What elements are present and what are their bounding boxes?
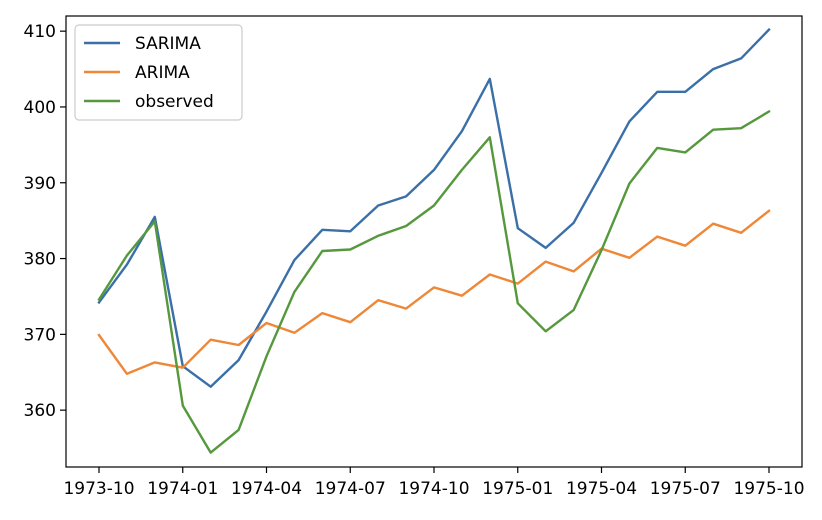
legend-label-observed: observed [135, 92, 214, 112]
legend-label-sarima: SARIMA [135, 34, 201, 54]
series-layer [97, 27, 771, 454]
y-axis: 360 370 380 390 400 410 [24, 22, 66, 421]
x-tick-label: 1974-04 [231, 479, 302, 499]
series-line-arima [97, 209, 771, 375]
x-tick-label: 1974-01 [147, 479, 218, 499]
y-tick-label: 360 [24, 401, 56, 421]
x-tick-label: 1975-10 [733, 479, 804, 499]
x-tick-label: 1973-10 [63, 479, 134, 499]
x-axis: 1973-10 1974-01 1974-04 1974-07 1974-10 1975-… [63, 467, 805, 499]
y-tick-label: 410 [24, 22, 56, 42]
series-line-sarima [97, 27, 771, 388]
x-tick-label: 1974-10 [398, 479, 469, 499]
x-tick-label: 1975-01 [482, 479, 553, 499]
x-tick-label: 1975-04 [566, 479, 637, 499]
series-line-observed [97, 109, 771, 454]
y-tick-label: 390 [24, 174, 56, 194]
legend: SARIMA ARIMA observed [74, 24, 243, 121]
x-tick-label: 1975-07 [650, 479, 721, 499]
x-tick-label: 1974-07 [315, 479, 386, 499]
legend-label-arima: ARIMA [135, 63, 190, 83]
legend-box [74, 24, 243, 121]
y-tick-label: 400 [24, 98, 56, 118]
y-tick-label: 380 [24, 250, 56, 270]
y-tick-label: 370 [24, 325, 56, 345]
